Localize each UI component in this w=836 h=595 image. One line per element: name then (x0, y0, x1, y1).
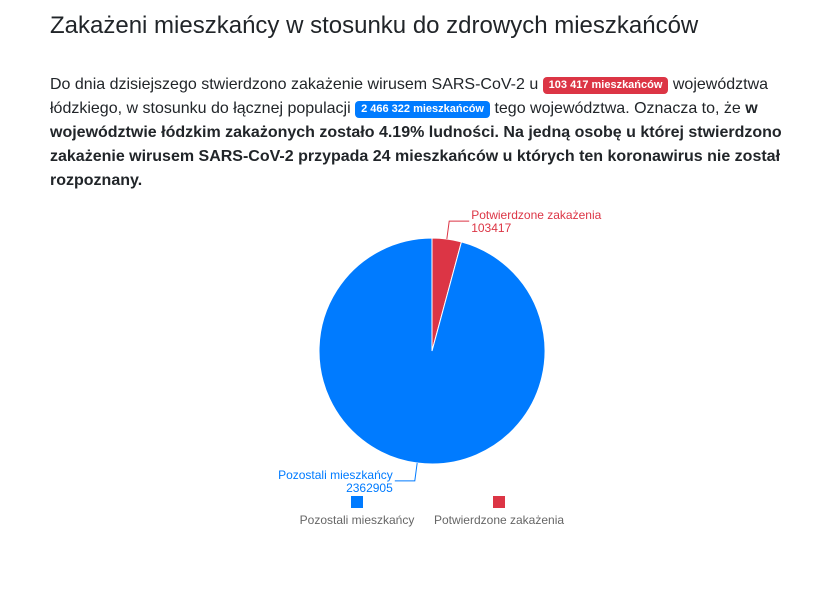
pie-label-value: 2362905 (346, 481, 393, 495)
pie-slice-pozostali-mieszkancy[interactable] (318, 237, 546, 465)
intro-text-2: województwa łódzkiego, w stosunku do łąc… (50, 76, 769, 117)
legend-swatch-pozostali-mieszkancy[interactable] (351, 496, 363, 508)
intro-paragraph: Do dnia dzisiejszego stwierdzono zakażen… (50, 73, 790, 193)
population-badge: 2 466 322 mieszkańców (355, 101, 490, 118)
intro-summary-bold: w województwie łódzkim zakażonych został… (50, 100, 782, 189)
pie-label-name: Pozostali mieszkańcy (278, 468, 393, 482)
intro-text-3: tego województwa. Oznacza to, że (490, 100, 746, 117)
pie-slices (318, 237, 546, 465)
legend-label-pozostali-mieszkancy[interactable]: Pozostali mieszkańcy (300, 513, 415, 527)
legend-swatch-potwierdzone-zakazenia[interactable] (493, 496, 505, 508)
chart-legend: Pozostali mieszkańcy Potwierdzone zakażen… (300, 496, 564, 527)
infected-count-badge: 103 417 mieszkańców (542, 77, 669, 94)
legend-label-potwierdzone-zakazenia[interactable]: Potwierdzone zakażenia (434, 513, 564, 527)
pie-label-leader-line (446, 220, 470, 240)
intro-text-1: Do dnia dzisiejszego stwierdzono zakażen… (50, 76, 543, 93)
pie-label-value: 103417 (471, 221, 511, 235)
page-title: Zakażeni mieszkańcy w stosunku do zdrowy… (50, 12, 699, 39)
pie-label-name: Potwierdzone zakażenia (471, 208, 601, 222)
pie-label-leader-line (394, 462, 418, 482)
